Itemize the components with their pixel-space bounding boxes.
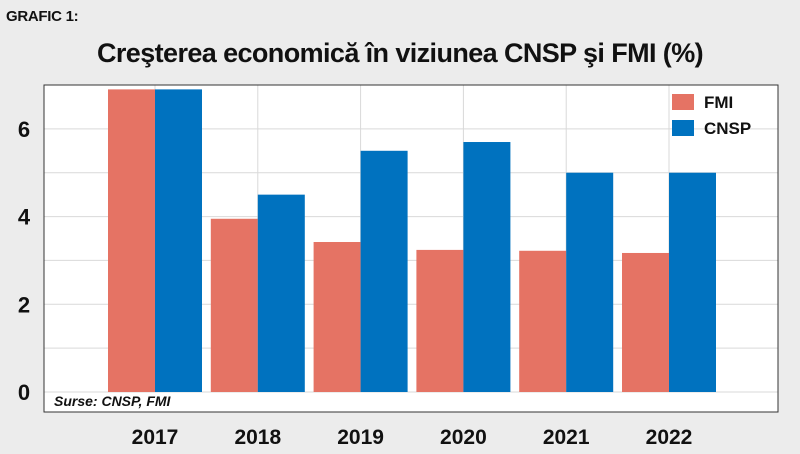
x-tick-label: 2019 — [337, 426, 384, 449]
bars — [108, 89, 716, 392]
x-tick-label: 2020 — [440, 426, 487, 449]
bar-cnsp-2018 — [257, 194, 305, 392]
x-tick-label: 2017 — [132, 426, 179, 449]
legend-label-fmi: FMI — [704, 93, 733, 112]
figure-tag: GRAFIC 1: — [6, 8, 79, 25]
bar-fmi-2020 — [416, 249, 464, 392]
x-axis-ticks: 2017 2018 2019 2020 2021 2022 — [132, 426, 693, 449]
legend-swatch-fmi — [672, 94, 694, 110]
bar-fmi-2021 — [519, 250, 567, 392]
y-tick-label: 0 — [18, 380, 30, 405]
bar-fmi-2019 — [313, 242, 361, 392]
y-tick-label: 2 — [18, 292, 30, 317]
source-note: Surse: CNSP, FMI — [54, 393, 172, 409]
bar-fmi-2017 — [108, 89, 155, 392]
y-tick-label: 4 — [18, 205, 31, 230]
bar-cnsp-2022 — [669, 172, 716, 392]
bar-cnsp-2021 — [566, 172, 614, 392]
bar-cnsp-2017 — [155, 89, 202, 392]
x-tick-label: 2021 — [543, 426, 590, 449]
bar-fmi-2022 — [622, 252, 669, 392]
plot-border — [43, 84, 779, 413]
x-tick-label: 2018 — [234, 426, 281, 449]
chart-title: Creşterea economică în viziunea CNSP şi … — [97, 38, 704, 68]
bar-cnsp-2019 — [360, 150, 408, 392]
y-axis-ticks: 0 2 4 6 — [18, 117, 31, 405]
legend-swatch-cnsp — [672, 120, 694, 136]
bar-cnsp-2020 — [463, 142, 511, 392]
legend-label-cnsp: CNSP — [704, 119, 751, 138]
legend: FMI CNSP — [672, 93, 751, 138]
x-tick-label: 2022 — [646, 426, 693, 449]
y-tick-label: 6 — [18, 117, 30, 142]
bar-fmi-2018 — [210, 218, 258, 392]
